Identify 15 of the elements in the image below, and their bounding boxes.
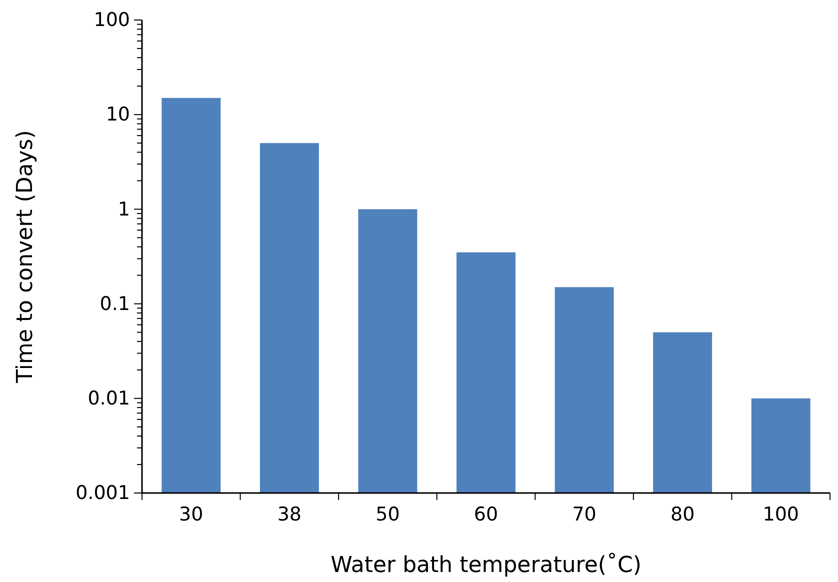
y-tick-label: 0.001 [76,482,130,504]
y-tick-label: 0.1 [100,292,130,315]
x-tick-label: 60 [474,503,498,526]
x-tick-label: 38 [277,503,302,526]
x-tick-label: 30 [179,503,204,526]
y-axis-title: Time to convert (Days) [13,130,38,384]
x-tick-label: 100 [762,503,799,526]
y-tick-label: 10 [106,104,130,126]
x-tick-label: 70 [572,503,596,526]
x-axis-title: Water bath temperature(˚C) [330,552,642,578]
y-tick-label: 0.01 [88,387,130,410]
x-tick-label: 80 [670,503,695,526]
y-tick-label: 100 [94,9,130,32]
y-tick-label: 1 [118,198,130,220]
x-tick-label: 50 [376,503,400,526]
